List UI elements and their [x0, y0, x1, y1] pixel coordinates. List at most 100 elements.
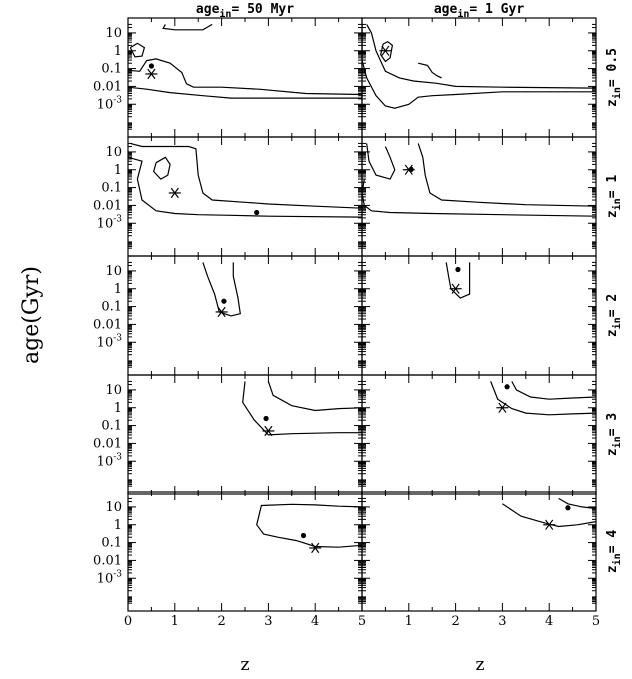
input-asterisk-marker [496, 402, 509, 413]
column-title-rest: = 50 Myr [231, 2, 294, 17]
confidence-contour [490, 381, 596, 416]
y-tick-label: 0.1 [101, 62, 122, 77]
best-fit-dot [455, 266, 461, 273]
row-label-main: z [605, 329, 620, 337]
row-label-rest: = 1 [605, 175, 620, 199]
y-tick-label: 10 [105, 145, 122, 160]
best-fit-dot [263, 415, 269, 422]
column-title-subscript: in [219, 8, 231, 20]
contour-group [490, 381, 596, 416]
confidence-contour [130, 142, 362, 209]
confidence-contour [242, 381, 362, 436]
x-tick-label: 5 [592, 614, 600, 629]
input-asterisk-marker [168, 187, 181, 199]
y-tick-label: 10-3 [97, 452, 123, 469]
contour-group [362, 143, 596, 217]
y-tick-label: 1 [114, 282, 122, 297]
y-tick-label: 0.01 [93, 198, 122, 213]
panel-r3-c1 [361, 374, 597, 495]
panel-frame [361, 255, 597, 376]
confidence-contour [153, 156, 171, 180]
panel-frame [361, 17, 597, 138]
y-tick-exponent: -3 [113, 569, 122, 579]
x-tick-label: 2 [217, 614, 225, 629]
x-tick-label: 0 [124, 614, 132, 629]
input-asterisk-marker [379, 45, 392, 56]
panel-frame [127, 491, 363, 612]
column-title-main: age [196, 2, 220, 17]
y-tick-label: 10-3 [97, 569, 123, 586]
column-title-rest: = 1 Gyr [469, 2, 524, 17]
contour-group [242, 381, 362, 436]
best-fit-dot [148, 63, 154, 69]
row-label-main: z [605, 210, 620, 218]
y-tick-exponent: -3 [113, 333, 122, 343]
contour-group [256, 503, 362, 548]
best-fit-dot [408, 166, 414, 172]
y-tick-label: 1 [114, 44, 122, 59]
row-label-subscript: in [611, 87, 623, 99]
row-label: zin= 1 [605, 175, 623, 219]
column-title-main: age [434, 2, 458, 17]
input-asterisk-marker [449, 283, 462, 294]
row-label: zin= 3 [605, 413, 623, 456]
asterisk-stroke [381, 45, 390, 56]
row-label-main: z [605, 448, 620, 456]
confidence-contour [362, 24, 596, 109]
asterisk-stroke [170, 187, 179, 199]
y-tick-label: 10 [105, 500, 122, 515]
confidence-contour [128, 156, 362, 218]
confidence-contour [418, 62, 442, 79]
y-tick-label: 0.1 [101, 181, 122, 196]
confidence-contour [511, 381, 596, 400]
input-asterisk-marker [543, 519, 556, 530]
y-tick-label: 10-3 [97, 214, 123, 231]
row-label-subscript: in [611, 198, 623, 210]
row-label: zin= 2 [605, 294, 623, 337]
contour-group [128, 23, 362, 99]
asterisk-stroke [147, 68, 156, 80]
row-label-rest: = 2 [605, 294, 620, 317]
y-tick-exponent: -3 [113, 214, 122, 224]
confidence-contour [417, 143, 596, 207]
confidence-contour [129, 42, 146, 58]
x-tick-label: 5 [358, 614, 366, 629]
contour-group [362, 24, 596, 109]
y-tick-label: 10-3 [97, 95, 123, 112]
row-label: zin= 0.5 [605, 48, 623, 107]
row-label-subscript: in [611, 553, 623, 565]
row-label-subscript: in [611, 317, 623, 329]
confidence-contour [128, 58, 362, 99]
panel-grid: 1010.10.0110-31010.10.0110-31010.10.0110… [93, 17, 597, 612]
best-fit-dot [565, 505, 571, 511]
y-tick-label: 0.01 [93, 553, 122, 568]
column-title-subscript: in [457, 8, 469, 20]
confidence-contour [256, 503, 362, 548]
confidence-contour [162, 23, 213, 31]
y-tick-label: 1 [114, 518, 122, 533]
y-tick-label: 10-3 [97, 333, 123, 350]
column-title: agein= 50 Myr [196, 2, 294, 20]
panel-r4-c1 [361, 491, 597, 612]
confidence-contour [366, 143, 396, 180]
x-tick-label: 4 [545, 614, 553, 629]
asterisk-stroke [545, 519, 554, 530]
y-tick-exponent: -3 [113, 95, 122, 105]
input-asterisk-marker [145, 68, 158, 80]
x-tick-label: 1 [171, 614, 179, 629]
y-tick-label: 0.1 [101, 536, 122, 551]
row-label-rest: = 3 [605, 413, 620, 436]
best-fit-dot [504, 384, 510, 390]
panel-r1-c1 [361, 136, 597, 257]
best-fit-dot [221, 298, 227, 304]
row-label: zin= 4 [605, 530, 623, 574]
x-tick-label: 3 [498, 614, 506, 629]
input-asterisk-marker [309, 542, 322, 554]
x-axis-label-left: z [241, 655, 250, 675]
panel-frame [361, 491, 597, 612]
y-tick-label: 0.01 [93, 79, 122, 94]
